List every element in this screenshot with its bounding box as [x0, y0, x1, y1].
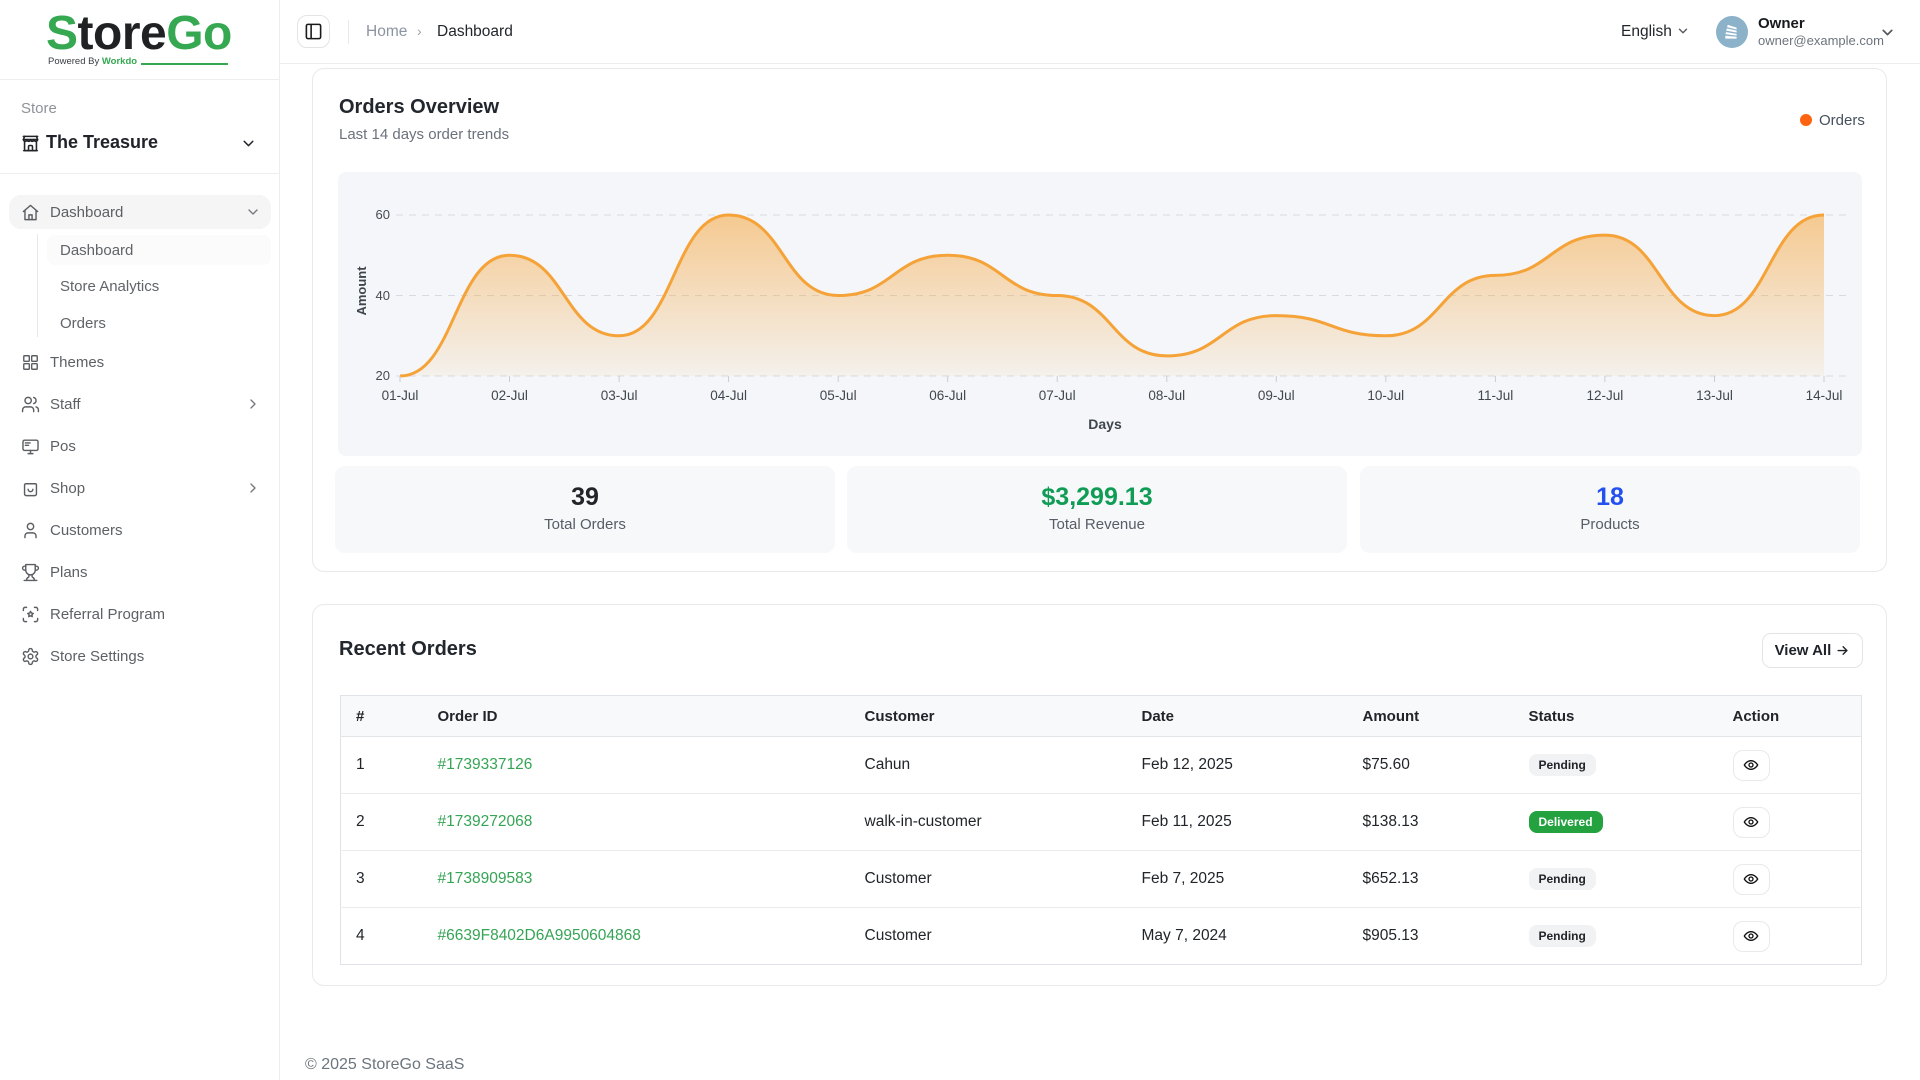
svg-text:11-Jul: 11-Jul: [1478, 388, 1514, 403]
svg-text:40: 40: [376, 288, 390, 303]
svg-text:07-Jul: 07-Jul: [1039, 388, 1076, 403]
svg-text:01-Jul: 01-Jul: [382, 388, 419, 403]
svg-text:Days: Days: [1088, 416, 1122, 432]
svg-text:05-Jul: 05-Jul: [820, 388, 857, 403]
svg-text:09-Jul: 09-Jul: [1258, 388, 1295, 403]
svg-text:04-Jul: 04-Jul: [710, 388, 747, 403]
svg-text:60: 60: [376, 207, 390, 222]
svg-text:02-Jul: 02-Jul: [491, 388, 528, 403]
svg-text:13-Jul: 13-Jul: [1696, 388, 1733, 403]
svg-text:03-Jul: 03-Jul: [601, 388, 638, 403]
svg-text:06-Jul: 06-Jul: [929, 388, 966, 403]
svg-text:10-Jul: 10-Jul: [1367, 388, 1404, 403]
svg-text:14-Jul: 14-Jul: [1806, 388, 1843, 403]
svg-text:12-Jul: 12-Jul: [1587, 388, 1624, 403]
svg-text:Amount: Amount: [354, 266, 369, 316]
svg-text:20: 20: [376, 368, 390, 383]
svg-text:08-Jul: 08-Jul: [1148, 388, 1185, 403]
